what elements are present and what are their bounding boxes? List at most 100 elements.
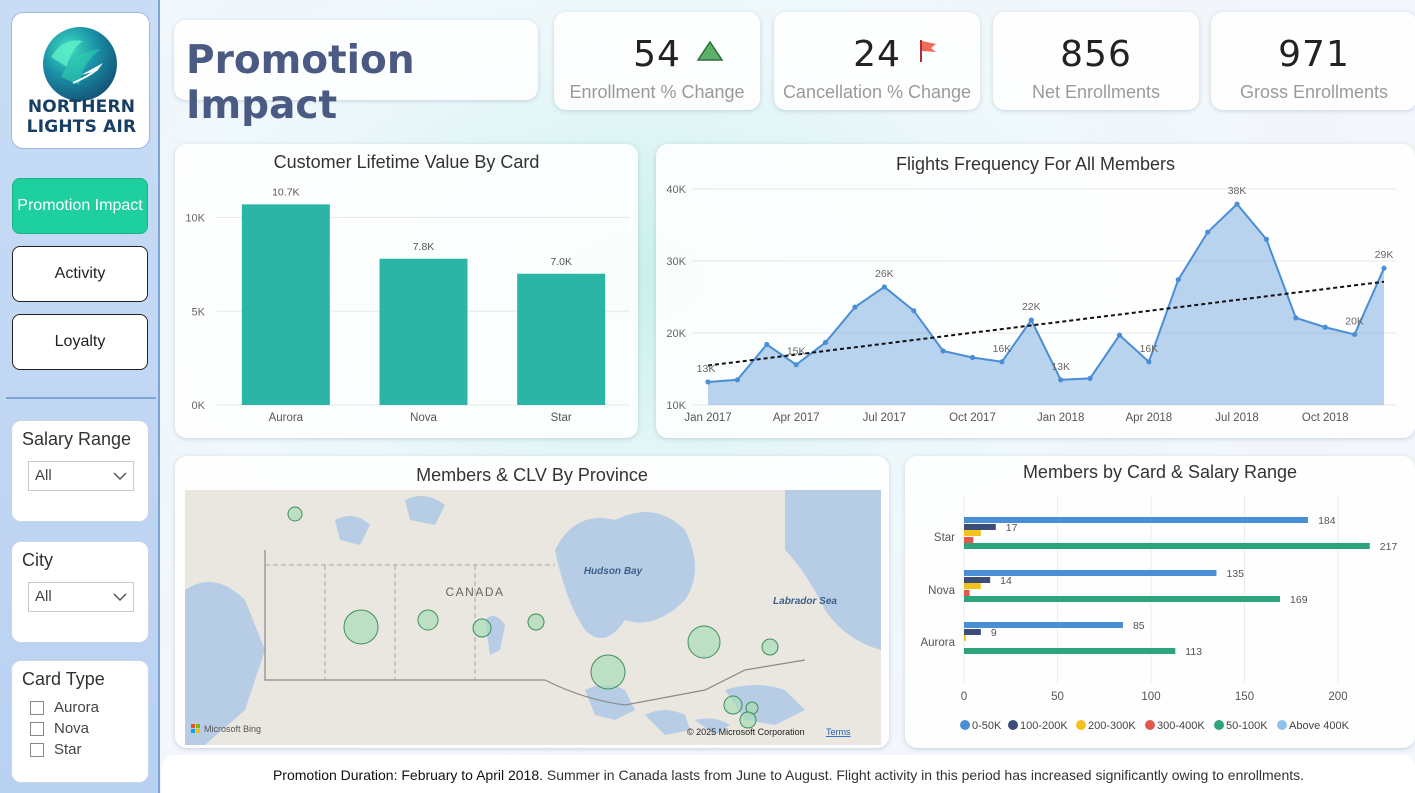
data-point xyxy=(881,284,887,290)
checkbox[interactable] xyxy=(30,700,44,715)
card-type-option-star[interactable]: Star xyxy=(30,741,82,758)
chart-title: Members & CLV By Province xyxy=(416,465,648,485)
bar xyxy=(964,524,996,530)
data-label: 38K xyxy=(1228,185,1247,197)
data-point xyxy=(1234,201,1240,207)
legend-label: 300-400K xyxy=(1157,720,1205,732)
bar xyxy=(964,629,981,635)
kpi-enrollment-change: 54 Enrollment % Change xyxy=(554,12,760,110)
map-terms-link[interactable]: Terms xyxy=(826,727,851,737)
province-bubble[interactable] xyxy=(343,609,379,645)
option-label: Star xyxy=(54,741,82,758)
data-point xyxy=(1028,317,1034,323)
data-label: 135 xyxy=(1226,568,1244,580)
data-point xyxy=(969,354,976,361)
data-point xyxy=(1175,277,1181,283)
title-card: Promotion Impact xyxy=(174,20,538,128)
province-bubble[interactable] xyxy=(687,625,721,659)
card-type-slicer: Card Type Aurora Nova Star xyxy=(11,660,149,783)
legend-label: 50-100K xyxy=(1226,720,1268,732)
y-tick-label: 10K xyxy=(666,400,686,412)
bar xyxy=(964,517,1309,523)
logo: NORTHERN LIGHTS AIR xyxy=(11,12,150,149)
checkbox[interactable] xyxy=(30,742,44,757)
y-tick-label: 30K xyxy=(666,256,686,268)
data-point xyxy=(940,348,946,354)
x-tick-label: Oct 2018 xyxy=(1302,412,1349,424)
data-point xyxy=(1263,236,1270,242)
card-type-option-aurora[interactable]: Aurora xyxy=(30,699,99,716)
data-point xyxy=(734,377,740,383)
y-tick-label: 20K xyxy=(666,328,686,340)
kpi-value: 24 xyxy=(853,34,901,75)
legend-label: 0-50K xyxy=(972,720,1002,732)
map-label-labrador: Labrador Sea xyxy=(773,596,837,607)
salary-range-dropdown[interactable]: All xyxy=(28,461,134,491)
data-label: 22K xyxy=(1022,301,1041,313)
kpi-value: 856 xyxy=(1060,34,1132,75)
kpi-net-enrollments: 856 Net Enrollments xyxy=(993,12,1199,110)
x-tick-label: Jan 2017 xyxy=(684,412,731,424)
kpi-label: Gross Enrollments xyxy=(1239,82,1389,102)
province-bubble[interactable] xyxy=(287,506,303,522)
bar xyxy=(964,596,1281,602)
data-point xyxy=(1058,377,1064,383)
data-point xyxy=(911,308,917,314)
x-tick-label: Jul 2017 xyxy=(863,412,906,424)
map-label-country: CANADA xyxy=(445,585,504,599)
x-tick-label: Star xyxy=(551,412,572,424)
kpi-gross-enrollments: 971 Gross Enrollments xyxy=(1211,12,1415,110)
bar xyxy=(964,622,1123,628)
x-tick-label: 150 xyxy=(1235,691,1254,703)
bar xyxy=(964,635,966,641)
data-label: 10.7K xyxy=(272,186,299,198)
province-bubble[interactable] xyxy=(590,654,626,690)
category-label: Aurora xyxy=(920,637,955,649)
nav-loyalty-button[interactable]: Loyalty xyxy=(12,314,148,370)
data-point xyxy=(1381,265,1387,271)
city-title: City xyxy=(22,550,53,570)
data-point xyxy=(1087,375,1093,381)
city-dropdown[interactable]: All xyxy=(28,582,134,612)
nav-promotion-impact-button[interactable]: Promotion Impact xyxy=(12,178,148,234)
checkbox[interactable] xyxy=(30,721,44,736)
sidebar-divider xyxy=(6,397,156,399)
y-tick-label: 5K xyxy=(192,306,206,318)
flights-frequency-chart: Flights Frequency For All Members 10K 20K… xyxy=(656,144,1415,438)
kpi-cancellation-change: 24 Cancellation % Change xyxy=(774,12,980,110)
bar xyxy=(964,583,981,589)
legend-label: 100-200K xyxy=(1020,720,1068,732)
data-label: 15K xyxy=(787,346,806,358)
sidebar: NORTHERN LIGHTS AIR Promotion Impact Act… xyxy=(0,0,160,793)
legend-marker xyxy=(1145,720,1155,730)
bar xyxy=(964,577,991,583)
members-clv-map: Members & CLV By Province CANADA Hudson … xyxy=(175,456,889,748)
data-point xyxy=(1293,315,1299,321)
bar xyxy=(964,543,1370,549)
bar xyxy=(517,273,606,405)
salary-range-value: All xyxy=(35,467,52,484)
category-label: Nova xyxy=(928,585,955,597)
province-bubble[interactable] xyxy=(739,711,757,729)
area-fill xyxy=(708,204,1384,405)
data-point xyxy=(764,341,770,348)
legend-marker xyxy=(960,720,970,730)
nav-activity-button[interactable]: Activity xyxy=(12,246,148,302)
province-bubble[interactable] xyxy=(723,695,743,715)
kpi-label: Enrollment % Change xyxy=(569,82,745,102)
card-type-option-nova[interactable]: Nova xyxy=(30,720,89,737)
option-label: Nova xyxy=(54,720,90,737)
data-point xyxy=(705,379,711,385)
footer-note: Promotion Duration: February to April 20… xyxy=(162,755,1415,793)
series-line xyxy=(707,202,1385,383)
page-title: Promotion Impact xyxy=(186,38,415,128)
data-label: 26K xyxy=(875,268,894,280)
province-bubble[interactable] xyxy=(527,613,545,631)
province-bubble[interactable] xyxy=(761,638,779,656)
map-copyright: © 2025 Microsoft Corporation xyxy=(687,727,805,737)
footer-text: Summer in Canada lasts from June to Augu… xyxy=(543,767,1305,783)
data-point xyxy=(1146,359,1152,365)
province-map[interactable]: CANADA Hudson Bay Labrador Sea Microsoft… xyxy=(185,490,881,745)
province-bubble[interactable] xyxy=(472,618,492,638)
province-bubble[interactable] xyxy=(417,609,439,631)
